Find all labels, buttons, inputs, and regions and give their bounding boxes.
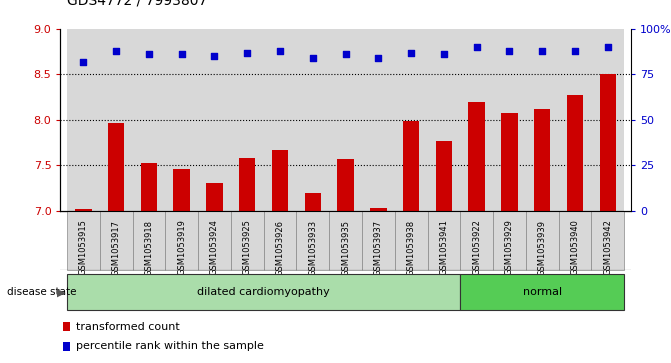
Bar xyxy=(329,29,362,211)
Text: disease state: disease state xyxy=(7,287,76,297)
Text: GSM1053937: GSM1053937 xyxy=(374,220,383,276)
Text: GSM1053919: GSM1053919 xyxy=(177,220,186,276)
Bar xyxy=(63,322,70,331)
Point xyxy=(78,59,89,65)
Bar xyxy=(231,211,264,270)
Bar xyxy=(370,208,386,211)
Bar xyxy=(460,211,493,270)
Bar xyxy=(264,29,297,211)
Bar xyxy=(165,29,198,211)
Text: GSM1053935: GSM1053935 xyxy=(341,220,350,276)
Point xyxy=(340,52,351,57)
Point xyxy=(406,50,417,56)
Bar xyxy=(141,163,157,211)
Bar xyxy=(559,211,591,270)
Bar xyxy=(526,29,559,211)
Bar xyxy=(559,29,591,211)
Point xyxy=(111,48,121,54)
Bar xyxy=(329,211,362,270)
Text: GSM1053925: GSM1053925 xyxy=(243,220,252,276)
Text: GSM1053933: GSM1053933 xyxy=(308,220,317,276)
Text: GSM1053929: GSM1053929 xyxy=(505,220,514,276)
Text: GSM1053924: GSM1053924 xyxy=(210,220,219,276)
Bar xyxy=(231,29,264,211)
Bar xyxy=(534,109,550,211)
Point xyxy=(209,53,220,59)
Text: GSM1053917: GSM1053917 xyxy=(111,220,121,276)
Point xyxy=(570,48,580,54)
Text: percentile rank within the sample: percentile rank within the sample xyxy=(76,341,264,351)
Bar xyxy=(460,274,624,310)
Bar xyxy=(427,29,460,211)
Bar xyxy=(63,342,70,351)
Bar xyxy=(165,211,198,270)
Bar xyxy=(100,211,132,270)
Bar xyxy=(395,29,427,211)
Text: GSM1053918: GSM1053918 xyxy=(144,220,154,276)
Bar xyxy=(67,274,460,310)
Text: ▶: ▶ xyxy=(57,287,66,297)
Bar xyxy=(132,211,165,270)
Point xyxy=(242,50,252,56)
Text: GSM1053941: GSM1053941 xyxy=(440,220,448,276)
Point xyxy=(603,44,613,50)
Text: GSM1053915: GSM1053915 xyxy=(79,220,88,276)
Bar xyxy=(100,29,132,211)
Text: GSM1053922: GSM1053922 xyxy=(472,220,481,276)
Bar xyxy=(198,211,231,270)
Bar xyxy=(297,211,329,270)
Text: GSM1053926: GSM1053926 xyxy=(276,220,285,276)
Text: GDS4772 / 7993807: GDS4772 / 7993807 xyxy=(67,0,207,7)
Point xyxy=(307,55,318,61)
Point xyxy=(439,52,450,57)
Bar xyxy=(198,29,231,211)
Bar xyxy=(239,158,256,211)
Text: dilated cardiomyopathy: dilated cardiomyopathy xyxy=(197,287,330,297)
Point xyxy=(471,44,482,50)
Text: transformed count: transformed count xyxy=(76,322,180,332)
Bar xyxy=(297,29,329,211)
Point xyxy=(373,55,384,61)
Bar xyxy=(272,150,289,211)
Bar xyxy=(264,211,297,270)
Bar xyxy=(501,113,517,211)
Point xyxy=(274,48,285,54)
Text: GSM1053940: GSM1053940 xyxy=(570,220,580,276)
Bar xyxy=(206,183,223,211)
Point xyxy=(504,48,515,54)
Bar xyxy=(132,29,165,211)
Bar xyxy=(493,211,526,270)
Bar xyxy=(591,211,624,270)
Bar xyxy=(403,121,419,211)
Bar xyxy=(108,122,124,211)
Text: normal: normal xyxy=(523,287,562,297)
Bar xyxy=(460,29,493,211)
Bar xyxy=(468,102,485,211)
Bar xyxy=(75,209,91,211)
Bar xyxy=(591,29,624,211)
Text: GSM1053939: GSM1053939 xyxy=(537,220,547,276)
Bar xyxy=(174,169,190,211)
Bar xyxy=(338,159,354,211)
Bar xyxy=(395,211,427,270)
Bar xyxy=(435,141,452,211)
Bar xyxy=(305,193,321,211)
Text: GSM1053938: GSM1053938 xyxy=(407,220,415,276)
Bar xyxy=(362,29,395,211)
Bar xyxy=(427,211,460,270)
Bar xyxy=(600,74,616,211)
Bar xyxy=(526,211,559,270)
Bar xyxy=(493,29,526,211)
Bar xyxy=(362,211,395,270)
Point xyxy=(537,48,548,54)
Point xyxy=(144,52,154,57)
Bar xyxy=(67,211,100,270)
Text: GSM1053942: GSM1053942 xyxy=(603,220,613,276)
Bar xyxy=(67,29,100,211)
Bar xyxy=(567,95,583,211)
Point xyxy=(176,52,187,57)
